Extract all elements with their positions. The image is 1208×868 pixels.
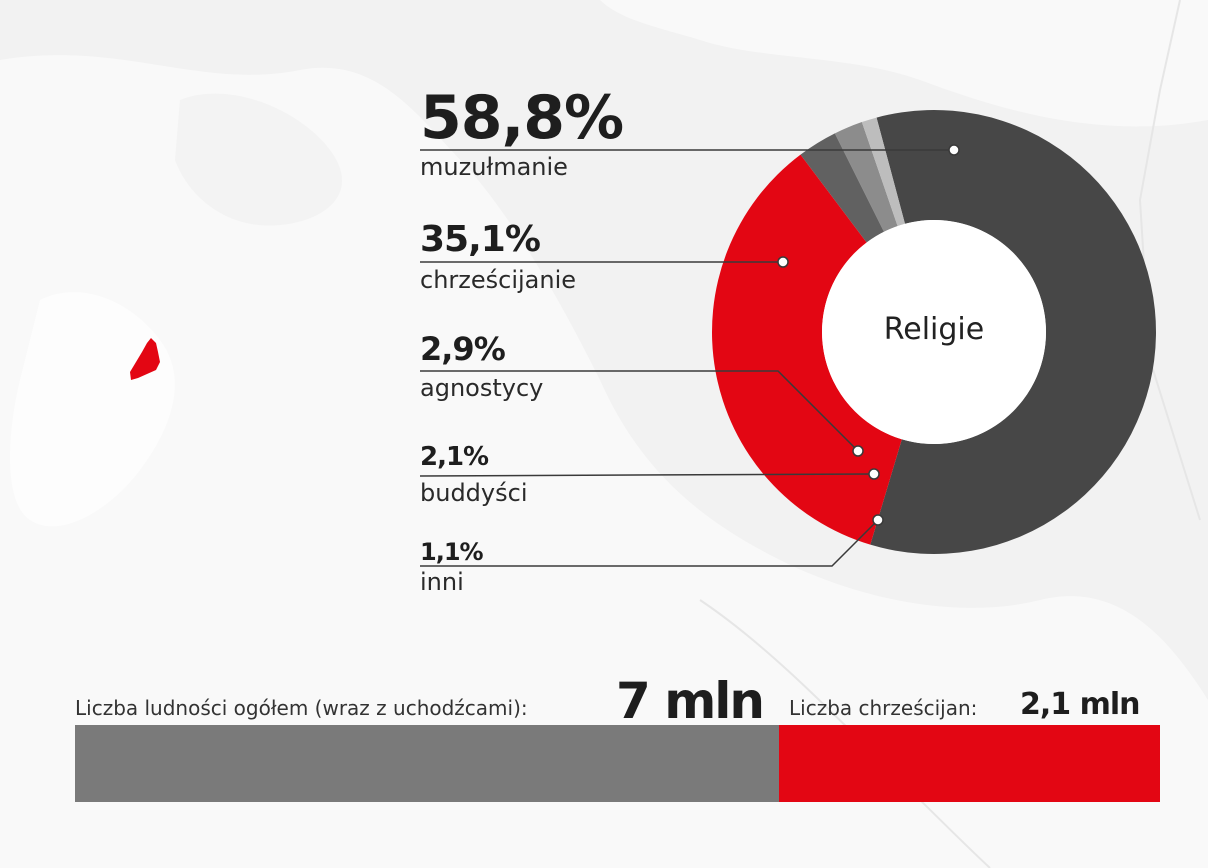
- agnostics-percent-label: 2,9%: [420, 330, 506, 368]
- donut-segment-muslims: [870, 110, 1156, 555]
- christians-percent-label: 35,1%: [420, 219, 541, 260]
- population-bar-rest: [75, 725, 779, 802]
- buddhists-category-label: buddyści: [420, 479, 528, 507]
- total-population-label: Liczba ludności ogółem (wraz z uchodźcam…: [75, 696, 528, 720]
- leader-dot-agnostics: [852, 445, 864, 457]
- donut-center-title: Religie: [883, 312, 985, 347]
- leader-dot-muslims: [948, 144, 960, 156]
- christians-category-label: chrześcijanie: [420, 266, 577, 294]
- donut-segment-agnostics: [800, 133, 884, 243]
- buddhists-percent-label: 2,1%: [420, 442, 489, 472]
- population-bar-christians: [779, 725, 1160, 802]
- lebanon-map-highlight: [130, 338, 160, 380]
- agnostics-category-label: agnostycy: [420, 374, 544, 402]
- christians-population-value: 2,1 mln: [1020, 687, 1140, 722]
- muslims-category-label: muzułmanie: [420, 153, 568, 181]
- donut-center-hole: [822, 220, 1046, 444]
- leader-line-agnostics: [420, 370, 859, 452]
- others-percent-label: 1,1%: [420, 538, 484, 566]
- leader-line-buddhists: [419, 473, 875, 477]
- others-category-label: inni: [420, 568, 464, 596]
- leader-dot-buddhists: [868, 468, 880, 480]
- leader-dot-christians: [777, 256, 789, 268]
- christians-population-label: Liczba chrześcijan:: [789, 696, 978, 720]
- leader-line-others: [420, 519, 879, 567]
- total-population-value: 7 mln: [616, 672, 765, 730]
- muslims-percent-label: 58,8%: [420, 83, 624, 153]
- leader-dot-others: [872, 514, 884, 526]
- donut-segment-others: [861, 117, 906, 227]
- population-bar: [75, 725, 1160, 802]
